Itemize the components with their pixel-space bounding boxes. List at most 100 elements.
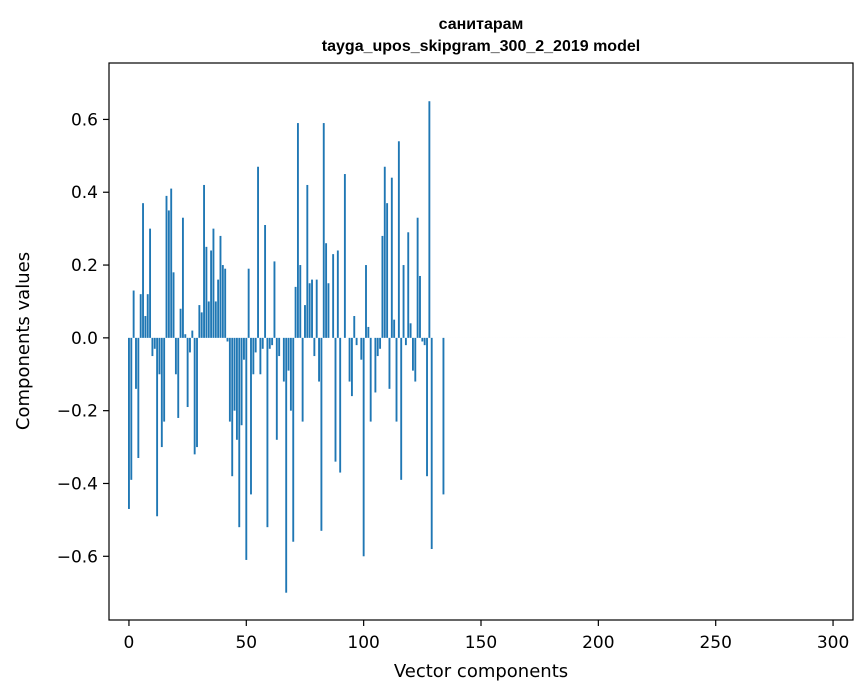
bar bbox=[172, 272, 175, 338]
bar bbox=[355, 337, 358, 346]
bar bbox=[395, 337, 398, 422]
bar bbox=[409, 323, 412, 338]
bar bbox=[177, 337, 180, 418]
bar bbox=[137, 337, 140, 458]
y-tick-label: −0.6 bbox=[57, 547, 98, 567]
bar bbox=[334, 337, 337, 462]
bar bbox=[186, 337, 189, 408]
bar bbox=[193, 337, 196, 455]
bar bbox=[397, 141, 400, 338]
chart-subtitle: tayga_upos_skipgram_300_2_2019 model bbox=[322, 38, 640, 55]
bar bbox=[294, 286, 297, 338]
bar bbox=[360, 337, 363, 360]
bar bbox=[128, 337, 130, 509]
bar bbox=[428, 101, 431, 338]
bar bbox=[228, 337, 231, 422]
bar bbox=[160, 337, 163, 448]
bar bbox=[245, 337, 248, 560]
y-tick-label: 0.2 bbox=[71, 256, 98, 276]
x-axis-ticks: 0 50 100 150 200 250 300 bbox=[124, 620, 849, 653]
bar bbox=[163, 337, 166, 422]
bar bbox=[299, 265, 302, 338]
bar bbox=[233, 337, 236, 411]
bar bbox=[146, 294, 149, 338]
x-tick-label: 200 bbox=[582, 633, 614, 653]
bar bbox=[320, 337, 323, 531]
bar bbox=[153, 337, 156, 349]
bar bbox=[292, 337, 295, 542]
bar bbox=[388, 337, 391, 389]
y-axis-label: Components values bbox=[13, 252, 34, 430]
bar bbox=[301, 337, 304, 422]
bar bbox=[306, 184, 309, 338]
bar bbox=[423, 337, 426, 346]
bar bbox=[367, 326, 370, 338]
bar bbox=[374, 337, 377, 393]
plot-frame bbox=[108, 62, 854, 621]
bar bbox=[343, 174, 346, 338]
bar bbox=[285, 337, 288, 593]
bar bbox=[271, 337, 274, 346]
bar bbox=[226, 337, 229, 342]
bar bbox=[275, 337, 278, 440]
bar bbox=[426, 337, 428, 477]
chart-title: санитарам bbox=[439, 16, 524, 33]
bar bbox=[273, 261, 276, 338]
bar bbox=[322, 123, 325, 338]
bar bbox=[221, 265, 224, 338]
bar bbox=[282, 337, 285, 382]
bar bbox=[170, 188, 173, 338]
bar bbox=[289, 337, 292, 411]
bar bbox=[407, 232, 410, 338]
bar bbox=[181, 217, 184, 338]
bar bbox=[313, 337, 316, 357]
bar bbox=[149, 228, 152, 338]
bar bbox=[142, 203, 144, 338]
bar bbox=[311, 279, 313, 338]
bar bbox=[184, 334, 187, 338]
x-tick-label: 100 bbox=[347, 633, 379, 653]
bar bbox=[304, 305, 306, 338]
x-tick-label: 50 bbox=[235, 633, 257, 653]
bar bbox=[268, 337, 271, 349]
bar bbox=[217, 279, 220, 338]
bar bbox=[348, 337, 351, 382]
bar bbox=[132, 290, 135, 338]
bar bbox=[191, 330, 194, 338]
x-tick-label: 0 bbox=[124, 633, 135, 653]
bar bbox=[189, 337, 191, 353]
bar bbox=[214, 301, 217, 338]
bar bbox=[308, 283, 311, 338]
bar bbox=[238, 337, 241, 528]
bar bbox=[231, 337, 234, 477]
bar bbox=[376, 337, 379, 357]
bar bbox=[266, 337, 269, 528]
bar bbox=[130, 337, 133, 480]
bar bbox=[259, 337, 262, 375]
bar bbox=[254, 337, 257, 353]
bar bbox=[278, 337, 281, 357]
bar bbox=[196, 337, 198, 448]
bar bbox=[264, 225, 267, 338]
bar bbox=[400, 337, 403, 480]
bar bbox=[416, 217, 419, 338]
bar bbox=[390, 177, 393, 338]
bar bbox=[318, 337, 320, 382]
y-tick-label: −0.2 bbox=[57, 402, 98, 422]
bar bbox=[167, 210, 170, 338]
bar bbox=[404, 337, 407, 346]
bar bbox=[393, 319, 396, 338]
y-tick-label: 0.0 bbox=[71, 329, 98, 349]
bar bbox=[235, 337, 238, 440]
bar bbox=[243, 337, 245, 360]
bar bbox=[353, 316, 356, 338]
bar bbox=[156, 337, 159, 517]
bar bbox=[339, 337, 342, 473]
bar bbox=[210, 250, 213, 338]
bar bbox=[203, 184, 205, 338]
bar bbox=[158, 337, 161, 375]
bar bbox=[350, 337, 353, 397]
bar bbox=[250, 337, 252, 495]
bar bbox=[414, 337, 417, 382]
